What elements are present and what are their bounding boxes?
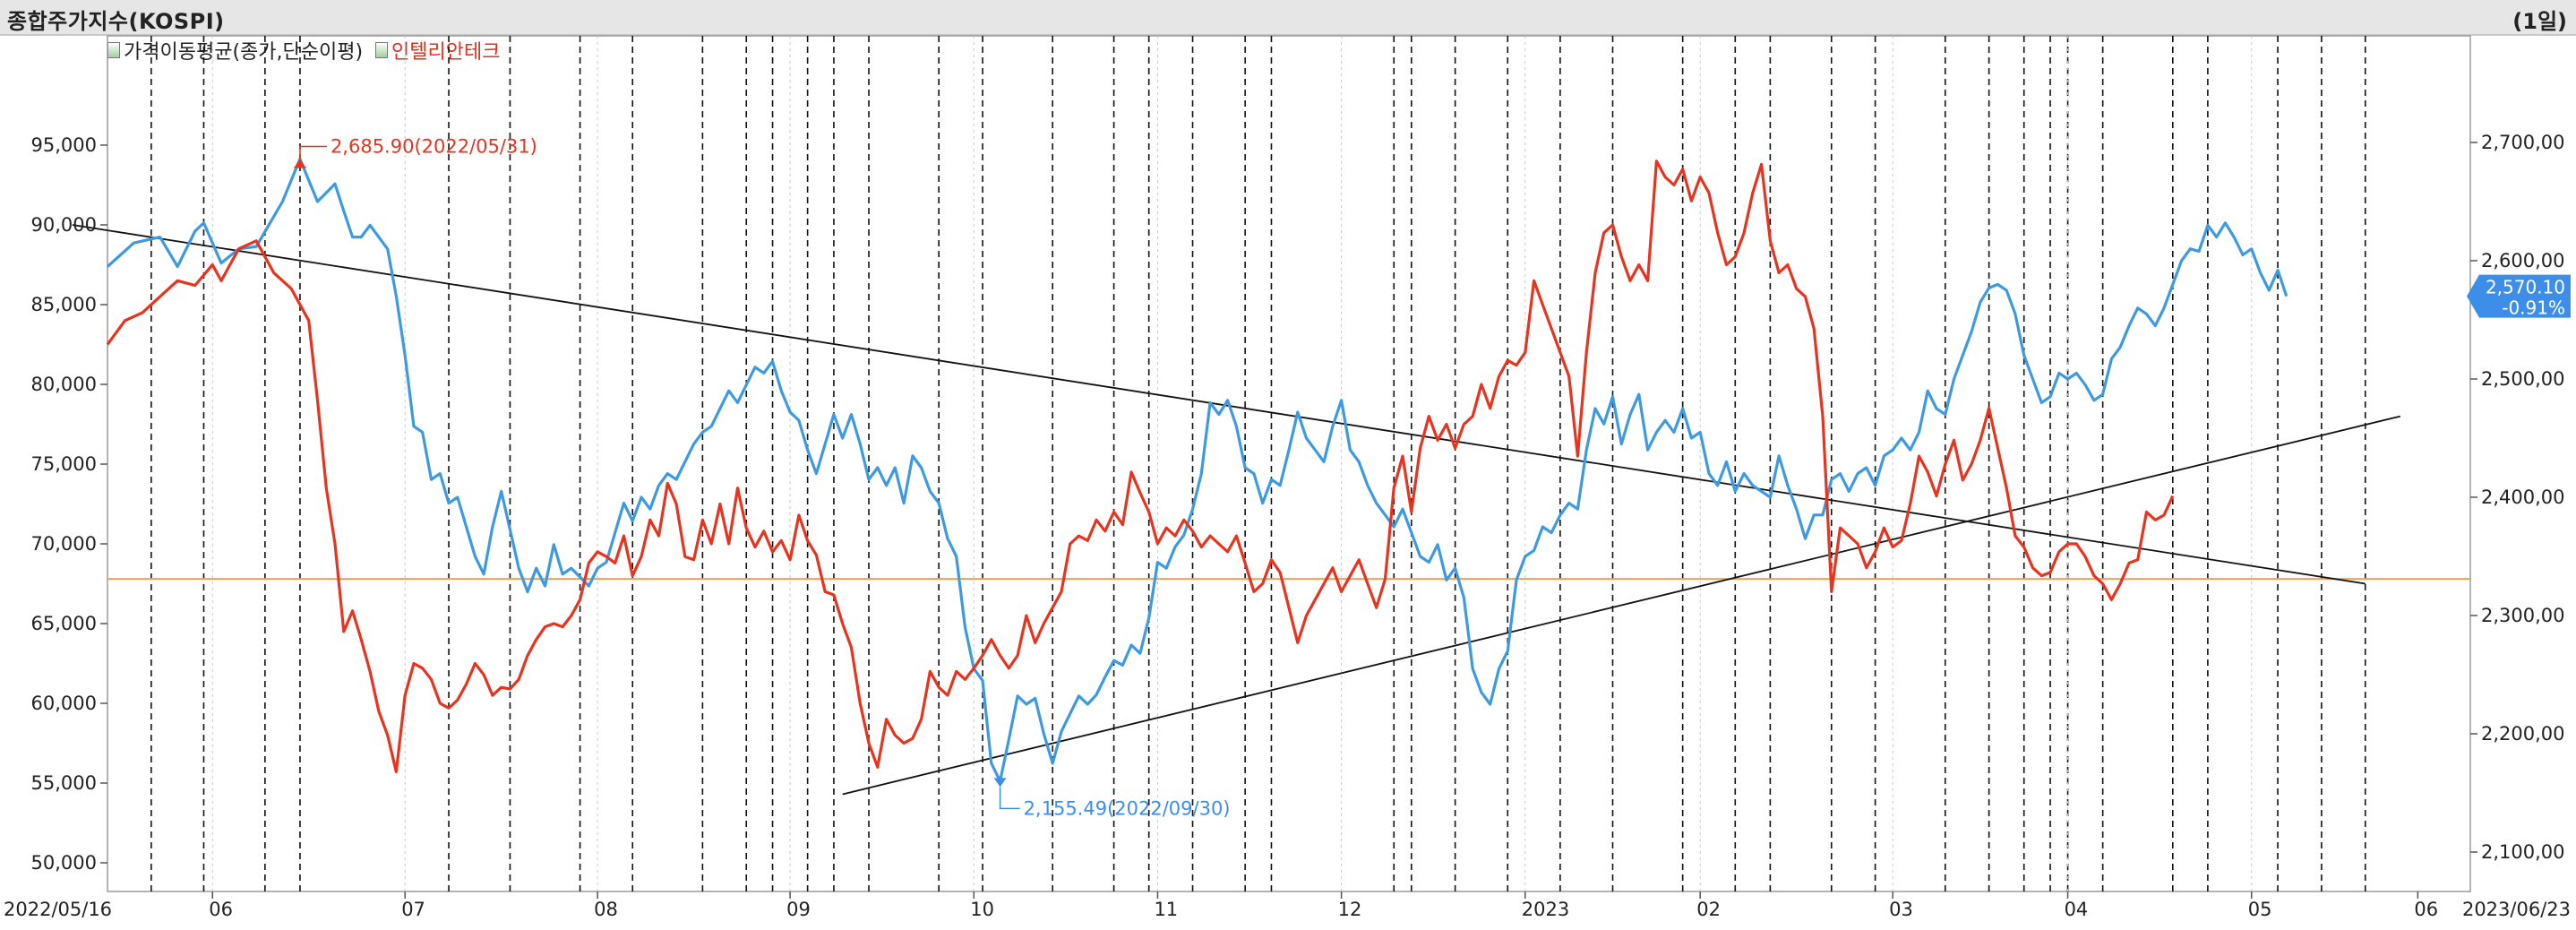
low-leader-line: [999, 787, 1020, 810]
left-axis-label: 65,000: [31, 613, 97, 634]
right-axis-label: 2,500,00: [2481, 368, 2565, 390]
legend: 가격이동평균(종가,단순이평) 인텔리안테크: [107, 36, 501, 65]
trendline-descending: [72, 224, 2366, 585]
series-lines: [106, 157, 2288, 783]
right-axis-label: 2,200,00: [2481, 723, 2565, 745]
left-axis-label: 75,000: [31, 453, 97, 475]
current-value-badge-shape: [2467, 274, 2571, 318]
x-axis-end-label: 2023/06/23: [2462, 899, 2571, 920]
legend-item-ma[interactable]: 가격이동평균(종가,단순이평): [107, 36, 363, 65]
left-axis-label: 85,000: [31, 294, 97, 315]
x-axis-label: 12: [1338, 899, 1362, 920]
left-axis-label: 50,000: [31, 852, 97, 874]
left-axis-label: 90,000: [31, 214, 97, 236]
x-axis-label: 03: [1889, 899, 1913, 920]
legend-checkbox-icon[interactable]: [375, 42, 389, 58]
right-axis-label: 2,700,00: [2481, 132, 2565, 153]
plot-border: [107, 35, 2471, 892]
low-annotation-label: 2,155.49(2022/09/30): [1024, 797, 1231, 819]
trendlines[interactable]: [72, 224, 2401, 796]
x-axis-label: 10: [970, 899, 994, 920]
x-axis-label: 04: [2065, 899, 2089, 920]
x-axis-label: 07: [401, 899, 425, 920]
x-axis-label: 05: [2248, 899, 2272, 920]
legend-label-ma: 가격이동평균(종가,단순이평): [124, 41, 364, 64]
left-axis-label: 55,000: [31, 772, 97, 794]
left-axis-label: 95,000: [31, 134, 97, 156]
left-axis-label: 70,000: [31, 533, 97, 555]
chart-title: 종합주가지수(KOSPI): [7, 9, 225, 34]
period-label[interactable]: (1일): [2512, 9, 2567, 34]
left-axis: 50,000 55,000 60,000 65,000 70,000 75,000 80,0…: [31, 134, 107, 874]
x-axis-label: 06: [209, 899, 233, 920]
high-leader-line: [299, 145, 327, 159]
x-axis-label: 09: [786, 899, 811, 920]
right-axis-label: 2,600,00: [2481, 250, 2565, 271]
low-marker-icon: [993, 778, 1007, 788]
x-axis-start-label: 2022/05/16: [4, 899, 112, 920]
right-axis-label: 2,100,00: [2481, 841, 2565, 863]
current-change-text: -0.91%: [2502, 297, 2565, 319]
x-axis-label: 11: [1154, 899, 1178, 920]
vertical-gridlines: [150, 36, 2366, 891]
left-axis-label: 60,000: [31, 693, 97, 714]
legend-item-indicator[interactable]: 인텔리안테크: [375, 36, 501, 65]
current-value-badge: 2,570.10 -0.91%: [2467, 274, 2571, 319]
right-axis-label: 2,300,00: [2481, 605, 2565, 626]
title-bar: 종합주가지수(KOSPI) (1일): [0, 0, 2576, 36]
right-axis: 2,100,00 2,200,00 2,300,00 2,400,00 2,500,00…: [2470, 132, 2565, 863]
high-marker-icon: [293, 159, 306, 168]
x-axis: 2022/05/16 06 07 08 09 10 11 12 2023 02 03 04 05 06 20…: [4, 891, 2571, 920]
high-annotation-label: 2,685.90(2022/05/31): [331, 135, 537, 157]
current-value-text: 2,570.10: [2486, 277, 2565, 298]
x-axis-label: 2023: [1522, 899, 1569, 920]
left-axis-label: 80,000: [31, 374, 97, 395]
right-axis-label: 2,400,00: [2481, 487, 2565, 508]
intellian-line: [106, 159, 2175, 774]
x-axis-label: 08: [594, 899, 618, 920]
x-axis-label: 06: [2414, 899, 2438, 920]
trendline-ascending: [842, 415, 2401, 796]
annotations: 2,685.90(2022/05/31) 2,155.49(2022/09/30…: [293, 135, 1231, 819]
kospi-line: [106, 157, 2288, 783]
x-axis-label: 02: [1696, 899, 1721, 920]
plot-frame: [107, 35, 2471, 892]
legend-label-indicator: 인텔리안테크: [391, 41, 501, 64]
